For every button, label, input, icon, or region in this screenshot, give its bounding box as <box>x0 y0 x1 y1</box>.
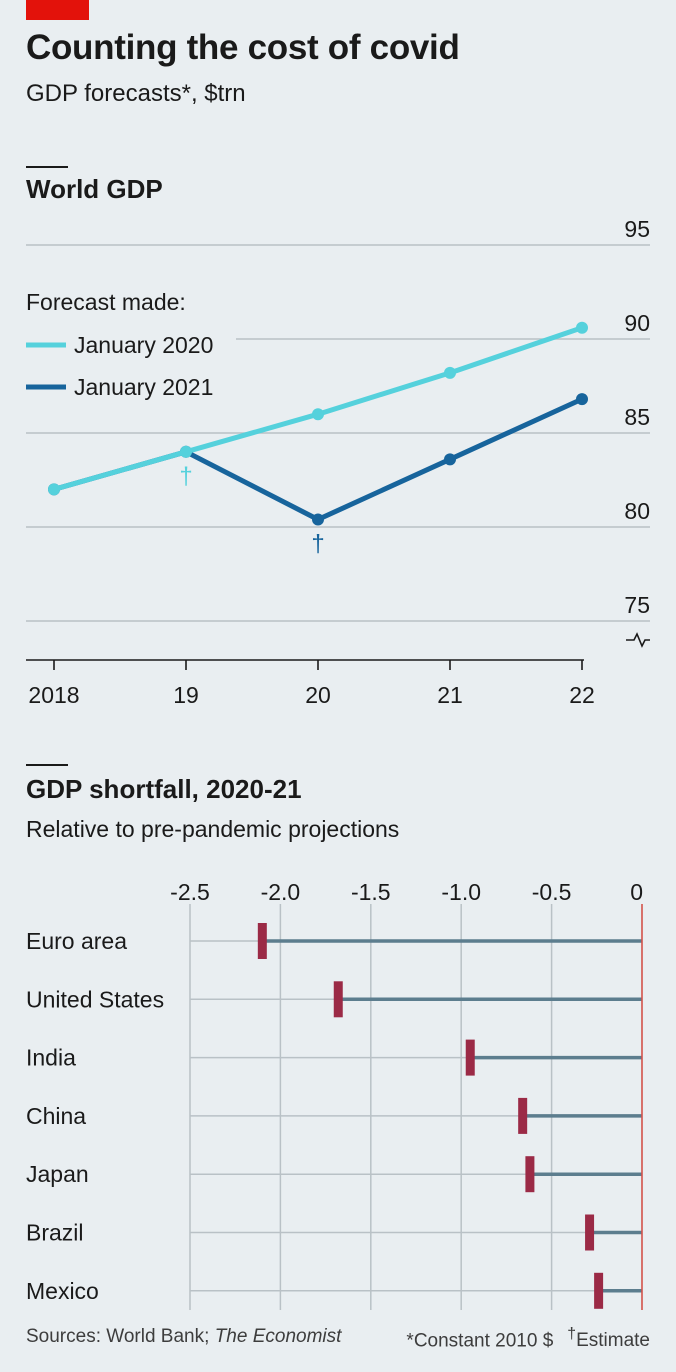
brand-tag <box>26 0 89 20</box>
category-label-mexico: Mexico <box>26 1278 99 1304</box>
data-point-january-2020-20 <box>312 408 324 421</box>
axis-break-icon <box>626 632 650 648</box>
world-gdp-chart: 75 80 85 90 95 2018 19 20 21 22 † † Forecast made: Ja… <box>26 216 650 708</box>
data-point-january-2021-22 <box>576 393 588 406</box>
category-label-china: China <box>26 1103 86 1129</box>
data-point-january-2021-21 <box>444 453 456 466</box>
shortfall-marker-japan <box>525 1156 535 1193</box>
section-rule-world-gdp <box>26 166 68 168</box>
estimate-dagger-19: † <box>179 463 192 490</box>
data-point-january-2020-2018 <box>48 483 60 496</box>
sources-publication: The Economist <box>214 1326 342 1347</box>
x-tick-label--2.0: -2.0 <box>261 879 301 905</box>
y-tick-label-75: 75 <box>624 592 650 618</box>
category-label-india: India <box>26 1045 76 1071</box>
y-tick-label-90: 90 <box>624 310 650 336</box>
shortfall-marker-brazil <box>585 1214 595 1251</box>
estimate-dagger-20: † <box>311 530 324 557</box>
shortfall-chart: -2.5 -2.0 -1.5 -1.0 -0.5 0 Euro area United Sta… <box>26 879 643 1310</box>
data-point-january-2020-21 <box>444 366 456 379</box>
data-point-january-2021-20 <box>312 513 324 526</box>
category-label-japan: Japan <box>26 1161 89 1187</box>
legend-title: Forecast made: <box>26 289 186 315</box>
x-tick-label--1.5: -1.5 <box>351 879 391 905</box>
shortfall-marker-india <box>465 1039 475 1076</box>
estimate-label: Estimate <box>576 1330 650 1352</box>
chart-subtitle: GDP forecasts*, $trn <box>26 80 246 107</box>
shortfall-marker-united-states <box>333 981 343 1018</box>
legend-label-january-2020: January 2020 <box>74 332 213 358</box>
chart-title: Counting the cost of covid <box>26 28 460 67</box>
y-tick-label-80: 80 <box>624 498 650 524</box>
footer: Sources: World Bank; The Economist *Cons… <box>26 1326 650 1352</box>
y-tick-label-95: 95 <box>624 216 650 242</box>
shortfall-marker-mexico <box>594 1272 604 1309</box>
x-tick-label--2.5: -2.5 <box>170 879 210 905</box>
y-tick-label-85: 85 <box>624 404 650 430</box>
x-tick-label-22: 22 <box>569 682 595 708</box>
shortfall-marker-china <box>518 1097 528 1134</box>
x-tick-label-0: 0 <box>630 879 643 905</box>
category-label-united-states: United States <box>26 986 164 1012</box>
x-tick-label-2018: 2018 <box>28 682 79 708</box>
sources-prefix: Sources: World Bank; <box>26 1326 215 1347</box>
x-tick-label--1.0: -1.0 <box>441 879 481 905</box>
x-tick-label-19: 19 <box>173 682 199 708</box>
data-point-january-2020-22 <box>576 321 588 334</box>
shortfall-title: GDP shortfall, 2020-21 <box>26 774 302 804</box>
legend: Forecast made: January 2020 January 2021 <box>26 289 213 400</box>
x-tick-label-20: 20 <box>305 682 331 708</box>
legend-label-january-2021: January 2021 <box>74 374 213 400</box>
footnotes: *Constant 2010 $ †Estimate <box>406 1326 650 1352</box>
category-label-brazil: Brazil <box>26 1220 84 1246</box>
data-point-january-2020-19 <box>180 445 192 458</box>
shortfall-marker-euro-area <box>257 923 267 959</box>
section-rule-shortfall <box>26 764 68 766</box>
world-gdp-title: World GDP <box>26 174 163 204</box>
x-tick-label-21: 21 <box>437 682 463 708</box>
constant-dollar-note: *Constant 2010 $ <box>406 1330 554 1352</box>
shortfall-subtitle: Relative to pre-pandemic projections <box>26 816 400 842</box>
sources-note: Sources: World Bank; The Economist <box>26 1326 341 1352</box>
category-label-euro-area: Euro area <box>26 928 127 954</box>
x-tick-label--0.5: -0.5 <box>532 879 572 905</box>
dagger-symbol: † <box>567 1326 577 1343</box>
estimate-note: †Estimate <box>567 1326 650 1352</box>
